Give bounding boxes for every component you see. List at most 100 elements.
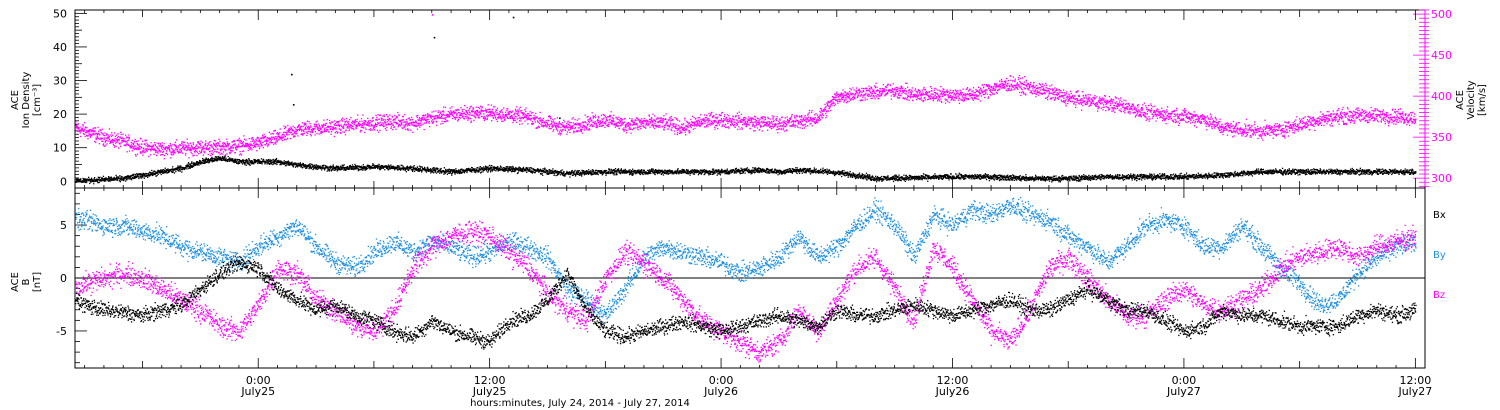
- velocity-series-point: [577, 130, 579, 132]
- velocity-series-point: [399, 120, 402, 122]
- velocity-series-point: [779, 125, 782, 127]
- velocity-series-point: [215, 142, 217, 145]
- velocity-series-point: [456, 116, 458, 118]
- velocity-series-point: [468, 113, 470, 116]
- velocity-series-point: [941, 94, 943, 96]
- velocity-series-point: [791, 114, 793, 116]
- velocity-series-point: [848, 95, 850, 97]
- velocity-series-point: [317, 127, 319, 129]
- velocity-series-point: [382, 115, 384, 117]
- velocity-series-point: [719, 119, 721, 121]
- velocity-series-point: [107, 140, 109, 142]
- velocity-series-point: [426, 116, 428, 118]
- velocity-series-point: [471, 109, 473, 112]
- velocity-series-point: [774, 123, 776, 125]
- velocity-series-point: [699, 122, 701, 124]
- velocity-series-point: [447, 114, 450, 116]
- velocity-series-point: [90, 134, 92, 136]
- velocity-series-point: [797, 126, 799, 128]
- velocity-series-point: [822, 110, 824, 112]
- velocity-series-point: [938, 94, 940, 97]
- velocity-series-point: [353, 128, 355, 130]
- velocity-series-point: [419, 119, 421, 122]
- velocity-series-point: [988, 84, 990, 86]
- velocity-series-point: [605, 121, 607, 123]
- velocity-series-point: [418, 119, 420, 121]
- velocity-series-point: [1048, 88, 1051, 90]
- velocity-series-point: [685, 129, 687, 131]
- velocity-series-point: [1043, 92, 1045, 94]
- velocity-series-point: [527, 112, 529, 115]
- velocity-series-point: [885, 89, 887, 91]
- velocity-series-point: [961, 96, 963, 98]
- velocity-series-point: [782, 129, 784, 131]
- velocity-series-point: [589, 117, 591, 119]
- velocity-series-point: [828, 107, 831, 109]
- velocity-series-point: [557, 124, 559, 126]
- velocity-series-point: [477, 114, 479, 116]
- velocity-series-point: [94, 140, 96, 143]
- velocity-series-point: [834, 93, 836, 96]
- velocity-series-point: [281, 140, 283, 142]
- velocity-series-point: [402, 127, 404, 130]
- velocity-series-point: [336, 121, 338, 123]
- velocity-series-point: [356, 125, 359, 127]
- velocity-series-point: [529, 118, 531, 120]
- velocity-series-point: [707, 119, 709, 122]
- velocity-series-point: [557, 130, 559, 132]
- velocity-series-point: [628, 124, 630, 126]
- velocity-series-point: [441, 110, 444, 113]
- velocity-series-point: [455, 116, 457, 119]
- velocity-series-point: [670, 124, 672, 126]
- velocity-series-point: [1041, 83, 1044, 85]
- velocity-series-point: [87, 129, 89, 131]
- velocity-series-point: [778, 125, 780, 127]
- velocity-series-point: [625, 124, 627, 126]
- velocity-series-point: [795, 117, 797, 119]
- velocity-series-point: [662, 120, 664, 123]
- velocity-series-point: [711, 116, 714, 119]
- velocity-series-point: [727, 122, 729, 124]
- velocity-series-point: [894, 92, 896, 94]
- velocity-series-point: [698, 120, 700, 123]
- velocity-series-point: [517, 112, 519, 114]
- velocity-series-point: [942, 93, 945, 95]
- velocity-series-point: [391, 115, 393, 117]
- velocity-series-point: [159, 145, 161, 147]
- velocity-series-point: [770, 125, 772, 128]
- velocity-series-point: [876, 93, 879, 96]
- velocity-series-point: [249, 145, 251, 148]
- velocity-series-point: [1050, 92, 1052, 94]
- velocity-series-point: [669, 116, 671, 118]
- velocity-series-point: [450, 111, 453, 113]
- velocity-series-point: [311, 129, 313, 131]
- velocity-series-point: [216, 144, 218, 146]
- velocity-series-point: [728, 120, 731, 122]
- velocity-series-point: [185, 146, 187, 148]
- velocity-series-point: [220, 150, 222, 152]
- velocity-series-point: [903, 90, 905, 93]
- velocity-series-point: [780, 127, 782, 130]
- velocity-series-point: [180, 149, 182, 152]
- velocity-series-point: [157, 152, 159, 154]
- velocity-series-point: [242, 144, 244, 146]
- velocity-series-point: [324, 127, 326, 129]
- velocity-series-point: [1118, 103, 1120, 105]
- velocity-series-point: [259, 143, 261, 145]
- velocity-series-point: [736, 119, 738, 121]
- velocity-series-point: [659, 121, 662, 123]
- velocity-series-point: [778, 128, 780, 130]
- velocity-series-point: [946, 99, 948, 101]
- velocity-series-point: [986, 93, 989, 95]
- velocity-series-point: [427, 113, 429, 115]
- velocity-series-point: [430, 117, 432, 119]
- velocity-series-point: [1043, 84, 1045, 86]
- velocity-series-point: [440, 117, 443, 119]
- velocity-series-point: [200, 150, 203, 152]
- velocity-series-point: [838, 98, 840, 100]
- velocity-series-point: [632, 121, 634, 124]
- velocity-series-point: [374, 129, 376, 131]
- velocity-series-point: [938, 100, 940, 102]
- velocity-series-point: [563, 127, 566, 129]
- velocity-series-point: [1087, 97, 1089, 100]
